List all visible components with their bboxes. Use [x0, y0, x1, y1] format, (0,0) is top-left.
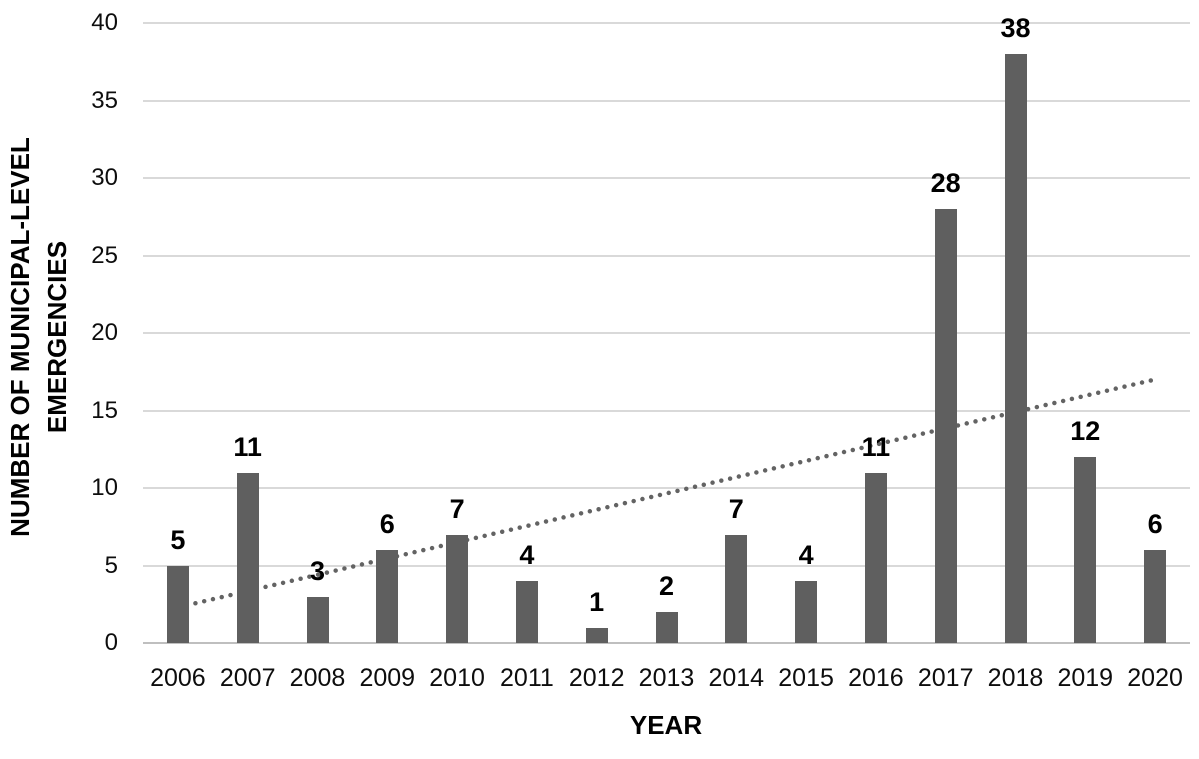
x-tick-label: 2010 [429, 664, 485, 692]
bar [1074, 457, 1097, 643]
y-axis-title: NUMBER OF MUNICIPAL-LEVEL EMERGENCIES [2, 77, 78, 597]
y-axis-title-line2: EMERGENCIES [42, 240, 72, 434]
trendline-path [175, 377, 1158, 610]
gridline [143, 409, 1190, 412]
bar [306, 596, 329, 643]
bar [585, 627, 608, 643]
bar [795, 581, 818, 643]
x-tick-label: 2016 [848, 664, 904, 692]
bar-value-label: 1 [589, 586, 605, 617]
bar-value-label: 7 [449, 493, 465, 524]
bar-value-label: 6 [379, 509, 395, 539]
bar-value-label: 38 [1000, 13, 1031, 43]
bar [446, 534, 469, 643]
y-tick-label: 25 [91, 241, 118, 269]
x-axis-title: YEAR [629, 710, 703, 740]
y-tick-label: 20 [91, 319, 118, 346]
x-tick-label: 2008 [289, 664, 346, 692]
gridline [143, 564, 1190, 567]
bar-value-label: 4 [519, 540, 535, 570]
x-tick-label: 2014 [708, 664, 765, 692]
bar-value-label: 4 [798, 540, 814, 570]
gridline [143, 254, 1190, 257]
bar-value-label: 7 [728, 493, 744, 524]
bar [515, 581, 538, 643]
gridline [143, 177, 1190, 179]
y-tick-label: 15 [91, 396, 118, 424]
y-tick-label: 40 [91, 9, 118, 36]
bar [1144, 550, 1167, 643]
x-tick-label: 2009 [359, 664, 416, 692]
x-tick-label: 2015 [778, 664, 834, 692]
bar [236, 472, 259, 643]
bar-value-label: 28 [930, 168, 961, 198]
bar [725, 534, 748, 643]
bar-value-label: 11 [861, 431, 891, 462]
y-tick-label: 5 [104, 551, 118, 579]
y-tick-label: 0 [104, 629, 118, 656]
y-tick-label: 35 [91, 86, 118, 114]
bar [1004, 54, 1027, 643]
gridline [143, 487, 1190, 489]
x-tick-label: 2020 [1127, 664, 1183, 692]
bar [166, 565, 189, 643]
x-tick-label: 2007 [219, 664, 276, 692]
bar-value-label: 11 [233, 431, 262, 462]
x-tick-label: 2018 [987, 664, 1044, 692]
x-tick-label: 2013 [638, 664, 695, 692]
x-tick-label: 2017 [917, 664, 974, 692]
bar [376, 550, 399, 643]
bar [655, 612, 678, 643]
x-tick-label: 2019 [1057, 664, 1114, 692]
gridline [143, 332, 1190, 334]
bar-value-label: 6 [1147, 509, 1163, 539]
gridline [143, 22, 1190, 24]
gridline [143, 99, 1190, 102]
bar-value-label: 12 [1070, 416, 1101, 446]
bar-value-label: 2 [658, 571, 675, 601]
x-tick-label: 2012 [568, 664, 625, 692]
gridline [143, 642, 1190, 644]
x-tick-label: 2011 [500, 664, 554, 692]
bar [934, 209, 957, 643]
y-axis-title-line1: NUMBER OF MUNICIPAL-LEVEL [5, 137, 35, 537]
x-tick-label: 2006 [150, 664, 206, 692]
y-tick-label: 30 [91, 164, 118, 191]
bar [864, 472, 887, 643]
y-tick-label: 10 [91, 474, 118, 501]
bar-value-label: 3 [309, 555, 326, 586]
bar-value-label: 5 [170, 524, 186, 555]
